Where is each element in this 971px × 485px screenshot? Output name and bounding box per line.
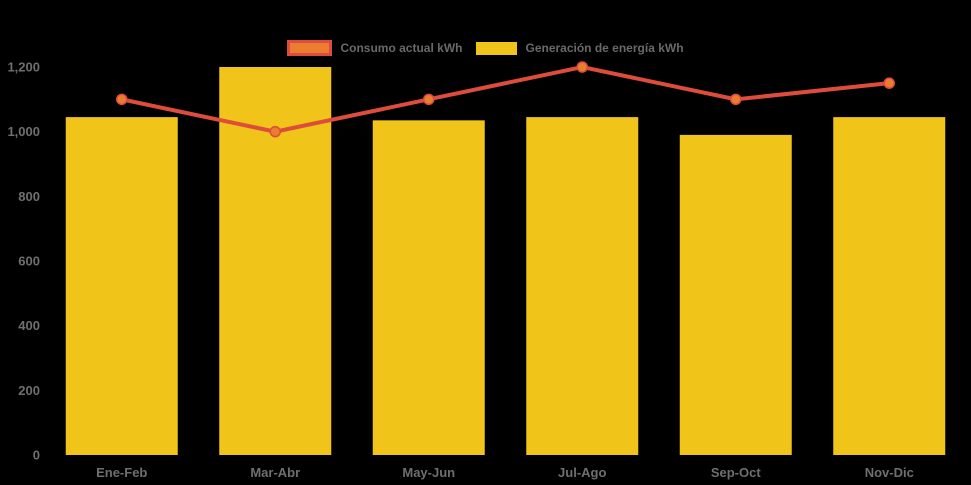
bar-nov-dic[interactable] bbox=[833, 117, 946, 455]
line-point-jul-ago[interactable] bbox=[576, 61, 588, 73]
bar-ene-feb[interactable] bbox=[65, 117, 178, 455]
y-axis-tick-label: 0 bbox=[33, 448, 40, 463]
consumo-line bbox=[119, 64, 892, 134]
legend-item-generacion[interactable]: Generación de energía kWh bbox=[476, 41, 684, 55]
legend-label-consumo: Consumo actual kWh bbox=[340, 41, 463, 55]
x-axis-label-mar-abr: Mar-Abr bbox=[250, 465, 300, 480]
line-point-sep-oct[interactable] bbox=[730, 93, 742, 106]
y-axis-tick-label: 1,000 bbox=[7, 124, 40, 139]
y-axis-tick-label: 400 bbox=[18, 318, 40, 333]
y-axis-tick-label: 600 bbox=[18, 254, 40, 269]
y-axis-tick-label: 200 bbox=[18, 383, 40, 398]
y-axis-tick-label: 800 bbox=[18, 189, 40, 204]
line-point-ene-feb[interactable] bbox=[116, 93, 128, 106]
x-axis-label-nov-dic: Nov-Dic bbox=[865, 465, 914, 480]
x-axis-label-jul-ago: Jul-Ago bbox=[558, 465, 606, 480]
bar-sep-oct[interactable] bbox=[679, 134, 792, 455]
generacion-bar-swatch-icon bbox=[476, 41, 518, 55]
legend: Consumo actual kWh Generación de energía… bbox=[0, 40, 971, 56]
y-axis-tick-label: 1,200 bbox=[7, 60, 40, 75]
line-point-may-jun[interactable] bbox=[423, 93, 435, 106]
x-axis-label-ene-feb: Ene-Feb bbox=[96, 465, 147, 480]
line-point-mar-abr[interactable] bbox=[269, 125, 281, 138]
line-point-nov-dic[interactable] bbox=[883, 77, 895, 89]
bar-jul-ago[interactable] bbox=[526, 117, 639, 455]
x-axis-label-sep-oct: Sep-Oct bbox=[711, 465, 762, 480]
consumo-line-swatch-icon bbox=[287, 40, 333, 56]
legend-item-consumo[interactable]: Consumo actual kWh bbox=[287, 40, 462, 56]
bar-may-jun[interactable] bbox=[372, 120, 485, 455]
x-axis-label-may-jun: May-Jun bbox=[402, 465, 455, 480]
legend-label-generacion: Generación de energía kWh bbox=[525, 41, 684, 55]
